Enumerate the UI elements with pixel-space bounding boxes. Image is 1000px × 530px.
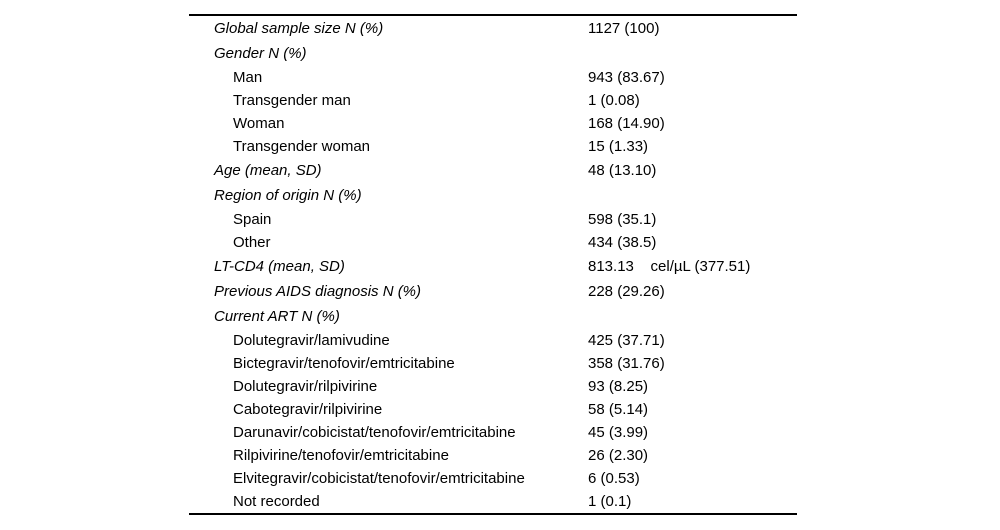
table-row: Transgender man 1 (0.08) [189, 89, 797, 112]
row-value: 813.13 cel/µL (377.51) [588, 259, 751, 274]
row-label: Cabotegravir/rilpivirine [233, 402, 383, 417]
row-label: Transgender woman [233, 139, 371, 154]
table-row: Woman 168 (14.90) [189, 112, 797, 135]
row-label: Other [233, 235, 271, 250]
row-label: Bictegravir/tenofovir/emtricitabine [233, 356, 455, 371]
row-label: Darunavir/cobicistat/tenofovir/emtricita… [233, 425, 516, 440]
row-label: Man [233, 70, 263, 85]
row-value: 1 (0.1) [588, 494, 632, 509]
table-row: Bictegravir/tenofovir/emtricitabine 358 … [189, 352, 797, 375]
table-row: Not recorded 1 (0.1) [189, 490, 797, 513]
row-label: Age (mean, SD) [214, 163, 322, 178]
row-value: 425 (37.71) [588, 333, 665, 348]
row-value: 1127 (100) [588, 21, 660, 36]
row-value: 434 (38.5) [588, 235, 657, 250]
row-label: Previous AIDS diagnosis N (%) [214, 284, 422, 299]
row-label: Current ART N (%) [214, 309, 340, 324]
table-row: Global sample size N (%) 1127 (100) [189, 16, 797, 41]
row-label: Dolutegravir/lamivudine [233, 333, 390, 348]
row-label: Elvitegravir/cobicistat/tenofovir/emtric… [233, 471, 525, 486]
demographics-table: Global sample size N (%) 1127 (100) Gend… [189, 14, 797, 515]
table-row: Gender N (%) [189, 41, 797, 66]
row-label: Region of origin N (%) [214, 188, 362, 203]
row-value: 6 (0.53) [588, 471, 640, 486]
row-value: 15 (1.33) [588, 139, 649, 154]
row-value: 943 (83.67) [588, 70, 665, 85]
row-label: LT-CD4 (mean, SD) [214, 259, 345, 274]
table-row: Current ART N (%) [189, 304, 797, 329]
table-row: Elvitegravir/cobicistat/tenofovir/emtric… [189, 467, 797, 490]
table-row: Rilpivirine/tenofovir/emtricitabine 26 (… [189, 444, 797, 467]
row-label: Spain [233, 212, 272, 227]
row-value: 58 (5.14) [588, 402, 649, 417]
table-row: Spain 598 (35.1) [189, 208, 797, 231]
row-label: Not recorded [233, 494, 320, 509]
table-row: Man 943 (83.67) [189, 66, 797, 89]
row-label: Dolutegravir/rilpivirine [233, 379, 378, 394]
row-label: Gender N (%) [214, 46, 307, 61]
row-label: Woman [233, 116, 285, 131]
row-value: 26 (2.30) [588, 448, 649, 463]
table-row: Transgender woman 15 (1.33) [189, 135, 797, 158]
table-row: Previous AIDS diagnosis N (%) 228 (29.26… [189, 279, 797, 304]
row-value: 358 (31.76) [588, 356, 665, 371]
table-row: Other 434 (38.5) [189, 231, 797, 254]
table-row: Dolutegravir/lamivudine 425 (37.71) [189, 329, 797, 352]
table-row: Age (mean, SD) 48 (13.10) [189, 158, 797, 183]
row-label: Rilpivirine/tenofovir/emtricitabine [233, 448, 449, 463]
row-value: 1 (0.08) [588, 93, 640, 108]
row-value: 228 (29.26) [588, 284, 665, 299]
table-row: Region of origin N (%) [189, 183, 797, 208]
row-value: 93 (8.25) [588, 379, 649, 394]
row-value: 45 (3.99) [588, 425, 649, 440]
row-value: 48 (13.10) [588, 163, 657, 178]
row-label: Transgender man [233, 93, 351, 108]
table-row: Dolutegravir/rilpivirine 93 (8.25) [189, 375, 797, 398]
row-value: 598 (35.1) [588, 212, 657, 227]
table-row: LT-CD4 (mean, SD) 813.13 cel/µL (377.51) [189, 254, 797, 279]
table-row: Darunavir/cobicistat/tenofovir/emtricita… [189, 421, 797, 444]
row-value: 168 (14.90) [588, 116, 665, 131]
table-row: Cabotegravir/rilpivirine 58 (5.14) [189, 398, 797, 421]
row-label: Global sample size N (%) [214, 21, 384, 36]
